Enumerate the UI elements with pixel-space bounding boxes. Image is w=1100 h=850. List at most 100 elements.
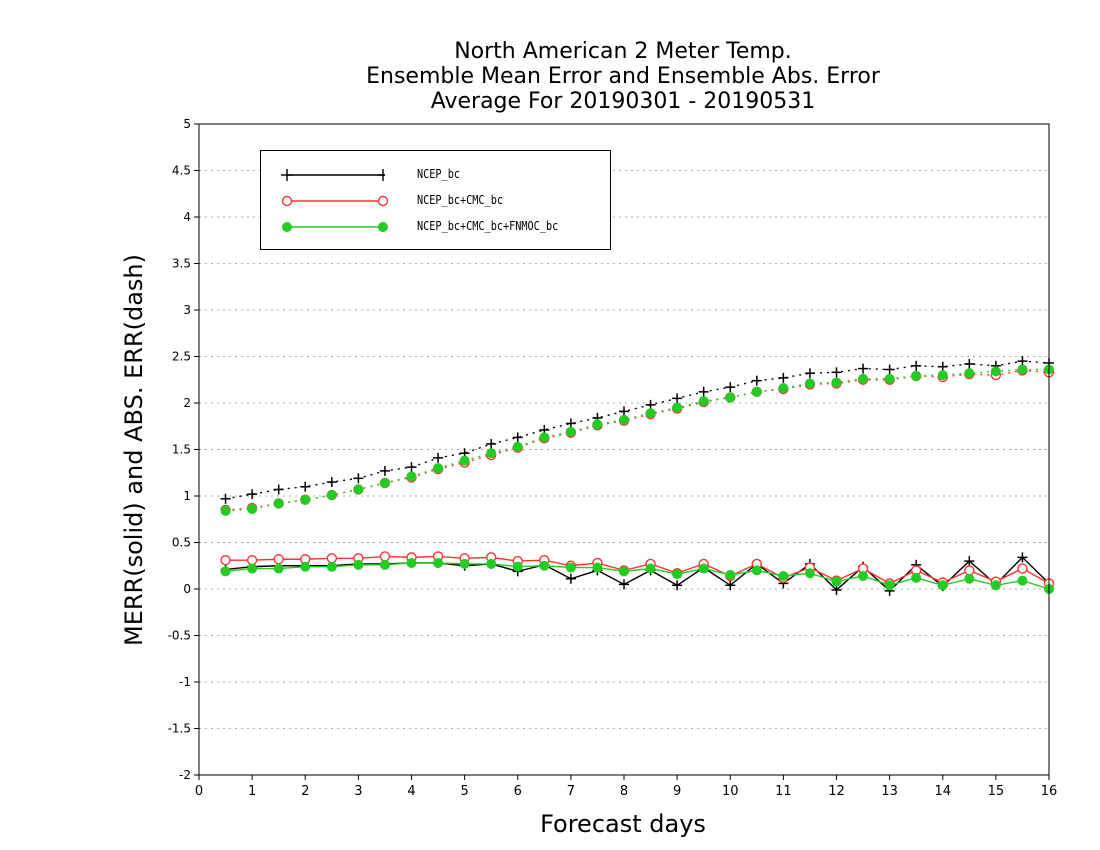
- y-tick-label: 2: [183, 396, 191, 410]
- x-tick-label: 8: [620, 784, 628, 799]
- data-point: [831, 576, 842, 587]
- data-point: [804, 568, 815, 579]
- legend: NCEP_bc NCEP_bc+CMC_bc NCEP_bc+CMC_bc+FN…: [260, 150, 611, 250]
- data-point: [379, 559, 390, 570]
- data-point: [512, 561, 523, 572]
- data-point: [300, 494, 311, 505]
- series-line-abs-err: [225, 369, 1050, 511]
- x-tick-label: 5: [460, 784, 468, 799]
- data-point: [884, 373, 895, 384]
- data-point: [751, 565, 762, 576]
- data-point: [858, 373, 869, 384]
- data-point: [858, 570, 869, 581]
- data-point: [672, 402, 683, 413]
- data-point: [353, 559, 364, 570]
- data-point: [1017, 575, 1028, 586]
- data-point: [326, 490, 337, 501]
- data-point: [459, 455, 470, 466]
- x-tick-label: 7: [567, 784, 575, 799]
- y-tick-label: 0: [183, 582, 191, 596]
- data-point: [911, 572, 922, 583]
- y-tick-label: 0.5: [172, 536, 191, 550]
- x-tick-label: 0: [195, 784, 203, 799]
- x-tick-label: 12: [828, 784, 845, 799]
- data-point: [725, 570, 736, 581]
- y-tick-label: 3.5: [172, 257, 191, 271]
- data-point: [698, 396, 709, 407]
- data-point: [220, 566, 231, 577]
- data-point: [964, 368, 975, 379]
- x-tick-label: 11: [775, 784, 792, 799]
- series-1: [220, 365, 1055, 589]
- y-tick-label: 4: [183, 210, 191, 224]
- y-tick-label: 4.5: [172, 164, 191, 178]
- x-tick-label: 9: [673, 784, 681, 799]
- data-point: [353, 484, 364, 495]
- data-point: [273, 554, 284, 565]
- y-tick-label: -0.5: [168, 629, 191, 643]
- data-point: [406, 471, 417, 482]
- data-point: [565, 426, 576, 437]
- x-tick-label: 15: [988, 784, 1005, 799]
- x-tick-label: 1: [248, 784, 256, 799]
- legend-label-ncep: NCEP_bc: [417, 167, 460, 181]
- legend-swatch-plus-icon: [281, 169, 385, 181]
- x-tick-label: 4: [407, 784, 415, 799]
- y-tick-label: 5: [183, 117, 191, 131]
- axis-ticks: -2-1.5-1-0.500.511.522.533.544.550 1 2 3 4 5 6…: [168, 117, 1058, 799]
- data-point: [433, 557, 444, 568]
- y-tick-label: -2: [179, 768, 191, 782]
- x-tick-label: 3: [354, 784, 362, 799]
- x-axis-label: Forecast days: [540, 810, 706, 838]
- data-point: [512, 441, 523, 452]
- legend-entry-ncep-cmc-fnmoc: NCEP_bc+CMC_bc+FNMOC_bc: [261, 215, 610, 239]
- data-point: [672, 569, 683, 580]
- x-tick-label: 16: [1041, 784, 1058, 799]
- x-tick-label: 10: [722, 784, 739, 799]
- data-point: [831, 377, 842, 388]
- data-point: [725, 392, 736, 403]
- data-point: [804, 378, 815, 389]
- y-tick-label: 1.5: [172, 443, 191, 457]
- y-tick-label: 3: [183, 303, 191, 317]
- data-point: [539, 432, 550, 443]
- data-point: [751, 386, 762, 397]
- data-point: [645, 563, 656, 574]
- data-point: [273, 498, 284, 509]
- data-point: [406, 557, 417, 568]
- x-tick-label: 6: [514, 784, 522, 799]
- chart-title-line-3: Average For 20190301 - 20190531: [430, 89, 816, 114]
- data-point: [884, 580, 895, 591]
- legend-swatch-filled-circle-icon: [282, 222, 388, 232]
- legend-entry-ncep: NCEP_bc: [261, 163, 610, 187]
- data-point: [1017, 563, 1028, 574]
- data-point: [619, 566, 629, 577]
- data-point: [778, 570, 789, 581]
- series-2: [220, 364, 1054, 594]
- data-point: [379, 477, 390, 488]
- legend-entry-ncep-cmc: NCEP_bc+CMC_bc: [261, 189, 610, 213]
- data-point: [592, 419, 603, 430]
- data-point: [778, 383, 789, 394]
- data-point: [326, 561, 337, 572]
- data-point: [964, 573, 975, 584]
- series-layer: [220, 356, 1055, 596]
- data-point: [990, 580, 1001, 591]
- data-point: [645, 408, 656, 419]
- data-point: [911, 371, 922, 382]
- chart-title-line-1: North American 2 Meter Temp.: [454, 39, 792, 64]
- y-tick-label: 1: [183, 489, 191, 503]
- data-point: [964, 565, 975, 576]
- data-point: [937, 580, 948, 591]
- data-point: [619, 414, 629, 425]
- data-point: [459, 558, 470, 569]
- data-point: [698, 563, 709, 574]
- legend-label-ncep-cmc: NCEP_bc+CMC_bc: [417, 193, 503, 207]
- data-point: [990, 366, 1001, 377]
- series-line-abs-err: [225, 368, 1049, 512]
- data-point: [486, 558, 497, 569]
- data-point: [433, 463, 444, 474]
- series-line-abs-err: [225, 360, 1050, 500]
- y-tick-label: -1.5: [168, 722, 191, 736]
- data-point: [565, 562, 576, 573]
